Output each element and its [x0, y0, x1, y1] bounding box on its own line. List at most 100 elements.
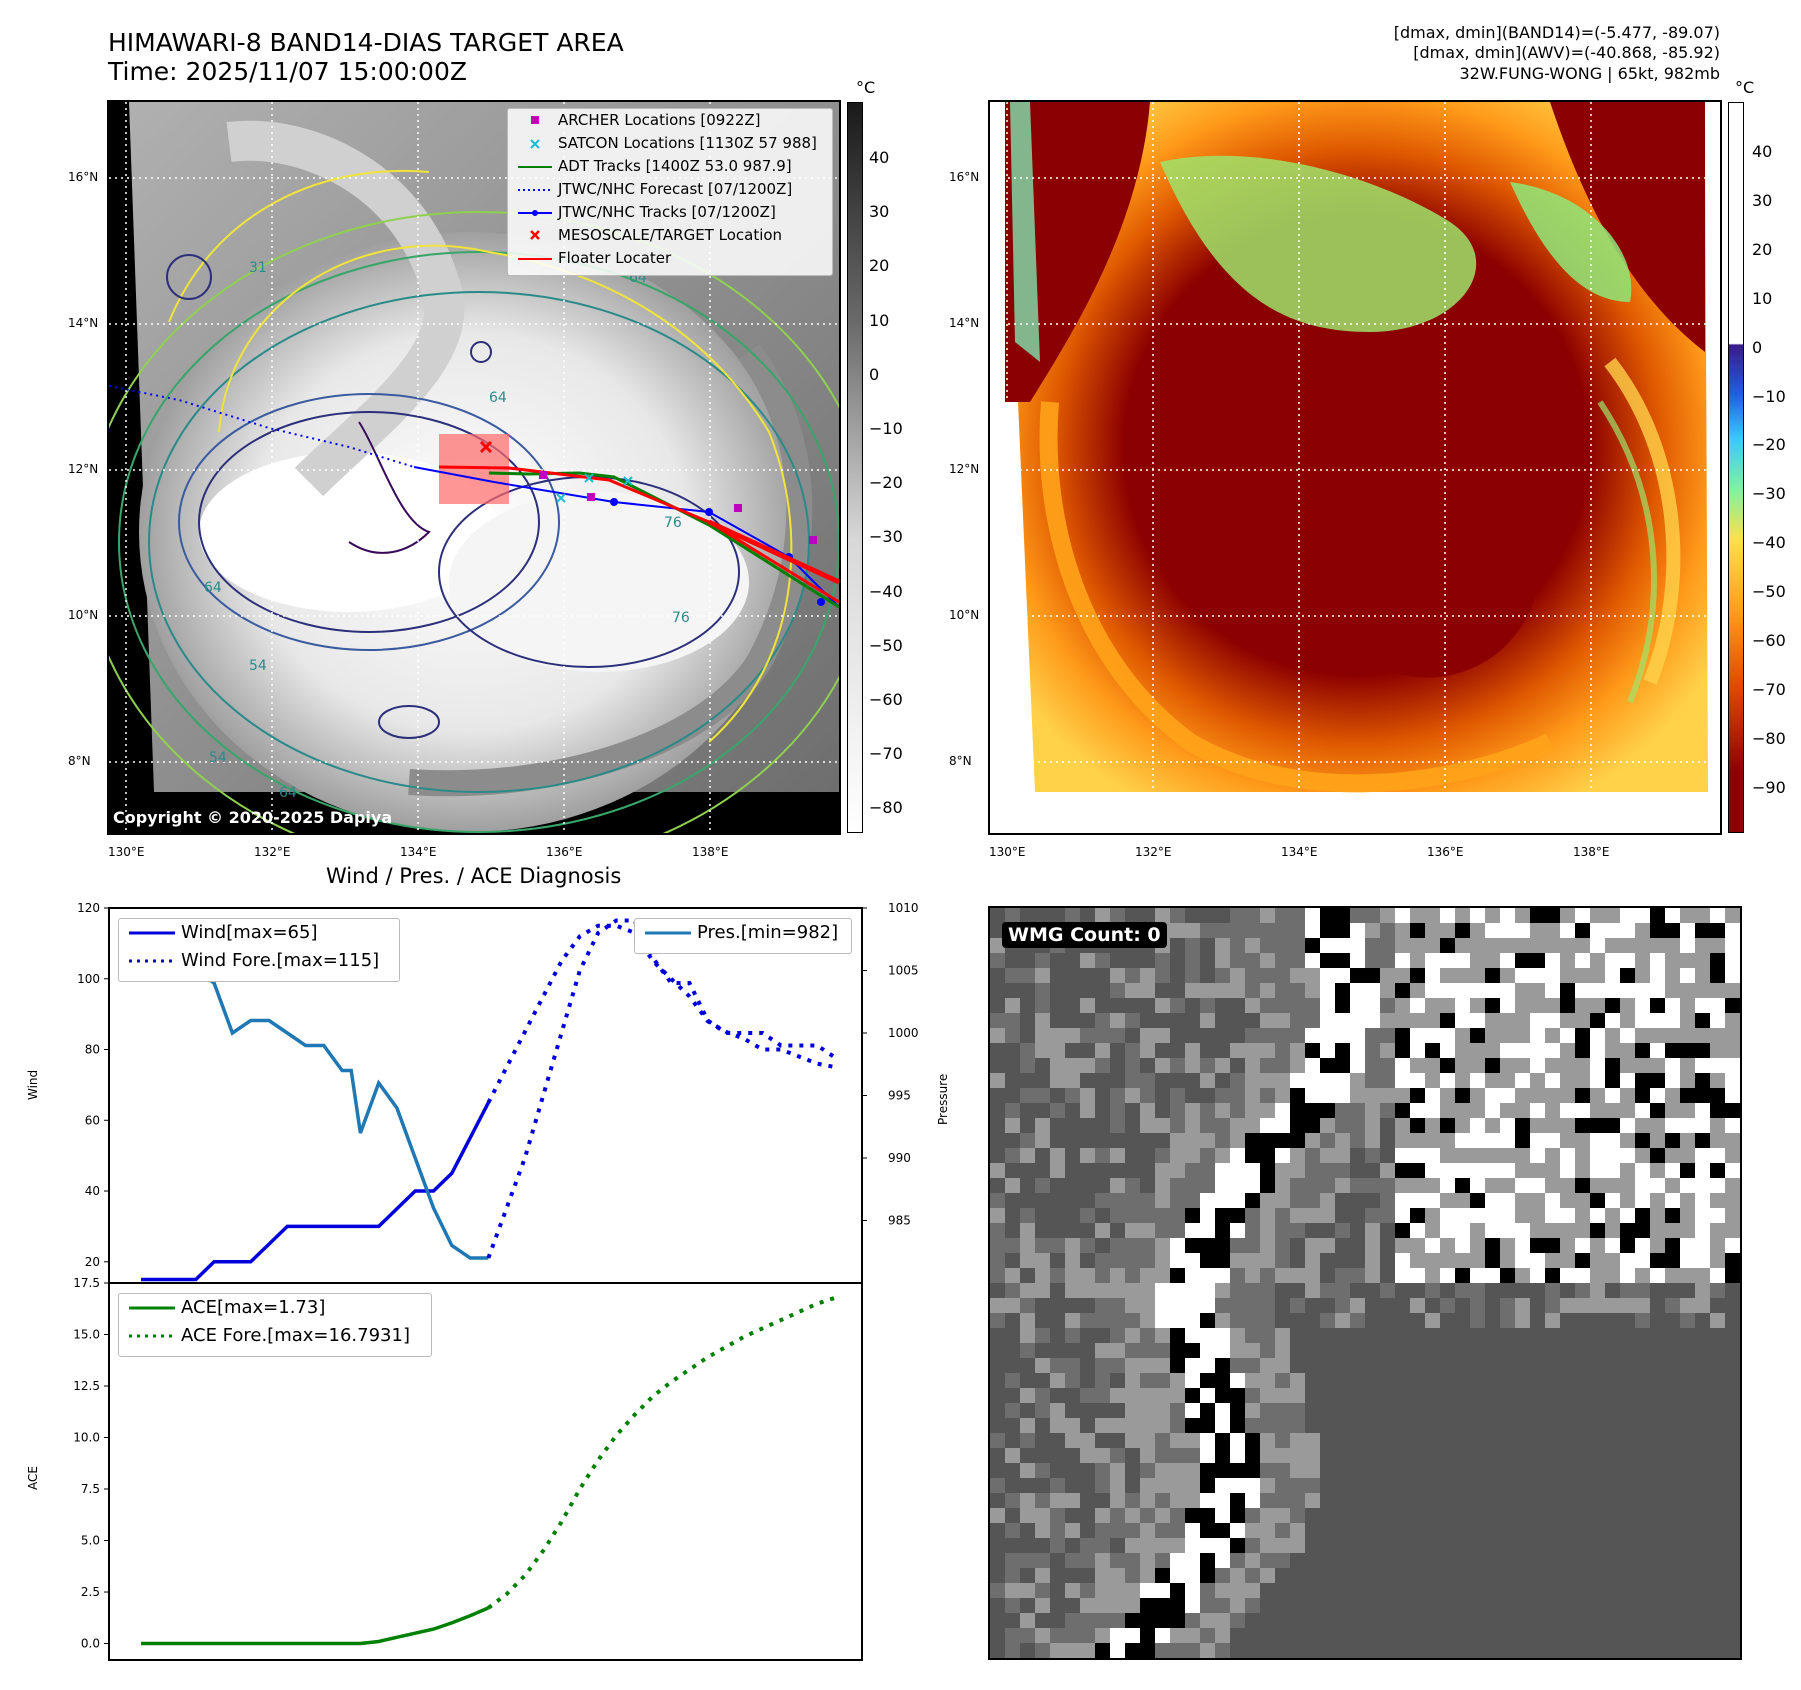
wmg-cell	[1395, 923, 1410, 938]
wmg-cell	[1035, 1448, 1050, 1463]
wmg-cell	[1275, 1358, 1290, 1373]
wmg-cell	[1290, 1418, 1305, 1433]
wmg-cell	[1365, 1148, 1380, 1163]
wmg-cell	[1215, 1283, 1230, 1298]
wmg-cell	[1035, 1088, 1050, 1103]
wmg-cell	[1410, 998, 1425, 1013]
wmg-cell	[1665, 1103, 1680, 1118]
wmg-cell	[1545, 1013, 1560, 1028]
wmg-cell	[1140, 1448, 1155, 1463]
wmg-cell	[1185, 1193, 1200, 1208]
wmg-cell	[1350, 1043, 1365, 1058]
wmg-cell	[1230, 1163, 1245, 1178]
wmg-cell	[1140, 1553, 1155, 1568]
wmg-cell	[1710, 983, 1725, 998]
wmg-cell	[1110, 968, 1125, 983]
wmg-cell	[1185, 1598, 1200, 1613]
wmg-cell	[1200, 1073, 1215, 1088]
wmg-cell	[1095, 1373, 1110, 1388]
wmg-cell	[1170, 1238, 1185, 1253]
wmg-cell	[990, 1403, 1005, 1418]
colorbar-tick: −80	[869, 798, 903, 818]
wmg-cell	[1110, 1238, 1125, 1253]
colorbar-tick: 20	[1752, 239, 1773, 259]
pres-ytick-label: 990	[888, 1151, 911, 1165]
wmg-cell	[1050, 1268, 1065, 1283]
wmg-cell	[1110, 1208, 1125, 1223]
wmg-cell	[1125, 1628, 1140, 1643]
wmg-cell	[1020, 1313, 1035, 1328]
wmg-cell	[1050, 1403, 1065, 1418]
wmg-cell	[1350, 908, 1365, 923]
wmg-cell	[1110, 1493, 1125, 1508]
wmg-cell	[1575, 1298, 1590, 1313]
wmg-cell	[1230, 1118, 1245, 1133]
wmg-cell	[1305, 968, 1320, 983]
wmg-cell	[1275, 1163, 1290, 1178]
legend-ace: ACE[max=1.73]	[129, 1297, 326, 1318]
wmg-cell	[1680, 1208, 1695, 1223]
wmg-cell	[1035, 953, 1050, 968]
wmg-cell	[1635, 1253, 1650, 1268]
wmg-cell	[1275, 1538, 1290, 1553]
colorbar-tick: −50	[1752, 582, 1786, 602]
colorbar-tick: 30	[869, 202, 890, 222]
wmg-cell	[1545, 1268, 1560, 1283]
wmg-cell	[1005, 1208, 1020, 1223]
wmg-cell	[1170, 1448, 1185, 1463]
wmg-cell	[1230, 1148, 1245, 1163]
colorbar-color-unit: °C	[1735, 78, 1755, 97]
wmg-cell	[1500, 1073, 1515, 1088]
wmg-cell	[1725, 1103, 1740, 1118]
ace-plot-frame	[108, 1282, 863, 1661]
wmg-cell	[1095, 1463, 1110, 1478]
wmg-cell	[1470, 923, 1485, 938]
wmg-cell	[1410, 1118, 1425, 1133]
wmg-cell	[1035, 1628, 1050, 1643]
wmg-cell	[1410, 1238, 1425, 1253]
wmg-cell	[1530, 1013, 1545, 1028]
wmg-cell	[1365, 1253, 1380, 1268]
wmg-cell	[1365, 1268, 1380, 1283]
wmg-cell	[1335, 1193, 1350, 1208]
wmg-cell	[1590, 1313, 1605, 1328]
wmg-cell	[1425, 1028, 1440, 1043]
wmg-cell	[1395, 908, 1410, 923]
colorbar-tick: −30	[869, 527, 903, 547]
wmg-cell	[1710, 938, 1725, 953]
wmg-cell	[1635, 1208, 1650, 1223]
wmg-cell	[1515, 1298, 1530, 1313]
colorbar-tick: −50	[869, 635, 903, 655]
wmg-cell	[1680, 1133, 1695, 1148]
wmg-cell	[1605, 1223, 1620, 1238]
wmg-cell	[1230, 1388, 1245, 1403]
wmg-cell	[1110, 1628, 1125, 1643]
contour-label: 76	[664, 515, 682, 531]
wmg-cell	[1665, 1028, 1680, 1043]
wmg-cell	[1305, 1058, 1320, 1073]
wmg-cell	[1185, 1568, 1200, 1583]
wmg-cell	[1455, 1178, 1470, 1193]
wmg-cell	[1200, 1613, 1215, 1628]
wmg-cell	[1545, 938, 1560, 953]
wmg-cell	[1320, 1073, 1335, 1088]
wmg-cell	[1140, 1043, 1155, 1058]
wmg-cell	[1635, 938, 1650, 953]
wmg-cell	[1290, 1463, 1305, 1478]
wmg-cell	[1065, 1553, 1080, 1568]
wmg-cell	[1380, 1058, 1395, 1073]
wmg-cell	[1200, 1178, 1215, 1193]
pres-ytick-label: 985	[888, 1214, 911, 1228]
wmg-cell	[1245, 1508, 1260, 1523]
wmg-cell	[1245, 1418, 1260, 1433]
wmg-cell	[1260, 1073, 1275, 1088]
wmg-cell	[1170, 1598, 1185, 1613]
wmg-cell	[1650, 1118, 1665, 1133]
wmg-cell	[1080, 1253, 1095, 1268]
wmg-cell	[1245, 1463, 1260, 1478]
wmg-cell	[1440, 923, 1455, 938]
wmg-cell	[1485, 1193, 1500, 1208]
wmg-cell	[1170, 1313, 1185, 1328]
wmg-cell	[1005, 1283, 1020, 1298]
wmg-cell	[1095, 1328, 1110, 1343]
